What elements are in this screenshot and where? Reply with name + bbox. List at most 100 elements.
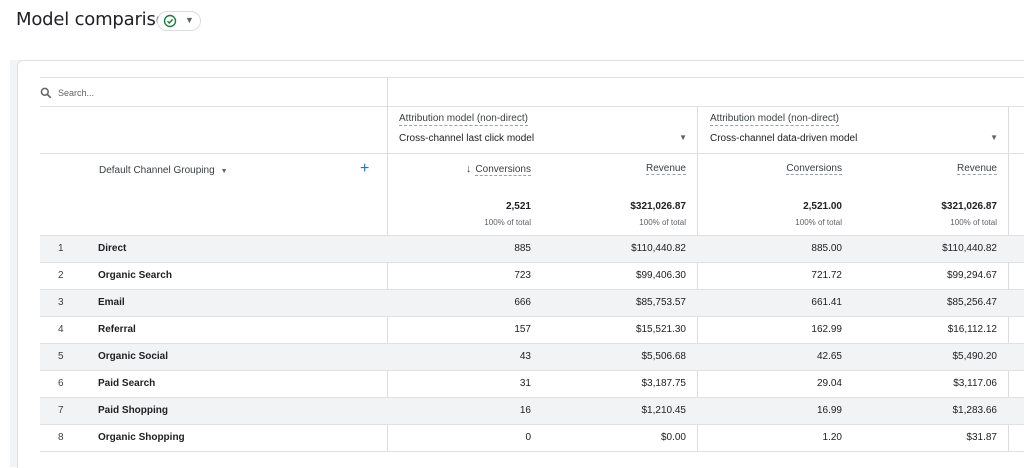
caret-down-icon: ▼ (679, 133, 687, 142)
table-row: 8 Organic Shopping 0 $0.00 1.20 $31.87 (40, 425, 1024, 452)
conversions-header-left[interactable]: ↓ Conversions (465, 163, 531, 176)
divider (40, 77, 1024, 78)
table-row: 6 Paid Search 31 $3,187.75 29.04 $3,117.… (40, 371, 1024, 398)
divider (40, 153, 1024, 154)
search-icon (40, 87, 52, 99)
conversions-left: 43 (519, 351, 531, 362)
revenue-header-left[interactable]: Revenue (645, 163, 686, 175)
total-conversions-right: 2,521.00 (803, 201, 842, 212)
conversions-left: 31 (519, 378, 531, 389)
row-divider (40, 397, 1024, 398)
search-input[interactable] (58, 84, 358, 102)
revenue-right: $3,117.06 (953, 378, 997, 389)
row-index: 3 (58, 297, 64, 308)
arrow-down-icon: ↓ (465, 163, 472, 175)
revenue-right: $99,294.67 (946, 270, 997, 281)
channel-name[interactable]: Direct (98, 243, 127, 254)
dimension-select[interactable]: Default Channel Grouping ▼ (99, 165, 228, 179)
channel-name[interactable]: Referral (98, 324, 136, 335)
check-circle-icon (163, 14, 177, 28)
table-row: 3 Email 666 $85,753.57 661.41 $85,256.47 (40, 290, 1024, 317)
conversions-left: 16 (519, 405, 531, 416)
caret-down-icon: ▼ (990, 133, 998, 142)
add-dimension-button[interactable]: + (360, 160, 370, 177)
row-index: 4 (58, 324, 64, 335)
search-box[interactable] (40, 84, 385, 104)
revenue-right: $31.87 (966, 432, 997, 443)
divider (697, 106, 698, 451)
revenue-left: $5,506.68 (641, 351, 687, 362)
table-row: 4 Referral 157 $15,521.30 162.99 $16,112… (40, 317, 1024, 344)
attribution-label-left: Attribution model (non-direct) (399, 113, 528, 126)
row-divider (40, 451, 1024, 452)
row-divider (40, 289, 1024, 290)
conversions-left: 885 (514, 243, 531, 254)
channel-name[interactable]: Organic Social (98, 351, 169, 362)
conversions-right: 162.99 (811, 324, 842, 335)
revenue-left: $110,440.82 (631, 243, 686, 254)
conversions-left: 666 (514, 297, 531, 308)
revenue-header-right[interactable]: Revenue (956, 163, 997, 175)
channel-name[interactable]: Email (98, 297, 125, 308)
dimension-label: Default Channel Grouping (99, 165, 215, 176)
row-divider (40, 262, 1024, 263)
attribution-label-right: Attribution model (non-direct) (710, 113, 839, 126)
conversions-right: 1.20 (822, 432, 842, 443)
revenue-right: $16,112.12 (947, 324, 997, 335)
conversions-right: 29.04 (816, 378, 842, 389)
table-row: 5 Organic Social 43 $5,506.68 42.65 $5,4… (40, 344, 1024, 371)
table-row: 7 Paid Shopping 16 $1,210.45 16.99 $1,28… (40, 398, 1024, 425)
total-revenue-left: $321,026.87 (630, 201, 686, 212)
chevron-down-icon: ▼ (185, 15, 194, 25)
revenue-left: $0.00 (660, 432, 686, 443)
row-index: 5 (58, 351, 64, 362)
divider (40, 235, 1024, 236)
caret-down-icon: ▼ (220, 168, 228, 175)
row-index: 1 (58, 243, 64, 254)
channel-name[interactable]: Paid Shopping (98, 405, 168, 416)
total-conversions-left: 2,521 (505, 201, 531, 212)
model-select-left-value: Cross-channel last click model (399, 133, 535, 144)
revenue-right: $85,256.47 (946, 297, 997, 308)
conversions-left: 723 (514, 270, 531, 281)
model-select-right-value: Cross-channel data-driven model (710, 133, 858, 144)
revenue-left: $1,210.45 (641, 405, 687, 416)
revenue-left: $85,753.57 (635, 297, 686, 308)
table-row: 1 Direct 885 $110,440.82 885.00 $110,440… (40, 236, 1024, 263)
revenue-left: $99,406.30 (635, 270, 686, 281)
divider (1008, 106, 1009, 451)
channel-name[interactable]: Organic Shopping (98, 432, 185, 443)
status-chip[interactable]: ▼ (157, 11, 201, 31)
total-conversions-pct-left: 100% of total (484, 218, 531, 227)
conversions-right: 16.99 (816, 405, 842, 416)
model-select-right[interactable]: Cross-channel data-driven model ▼ (710, 131, 998, 149)
revenue-left: $15,521.30 (635, 324, 686, 335)
page-title: Model comparison (16, 9, 178, 30)
row-index: 6 (58, 378, 64, 389)
total-revenue-right: $321,026.87 (941, 201, 997, 212)
row-divider (40, 424, 1024, 425)
row-index: 2 (58, 270, 64, 281)
conversions-right: 885.00 (811, 243, 842, 254)
total-revenue-pct-left: 100% of total (639, 218, 686, 227)
total-revenue-pct-right: 100% of total (950, 218, 997, 227)
revenue-left: $3,187.75 (641, 378, 687, 389)
row-index: 8 (58, 432, 64, 443)
table-row: 2 Organic Search 723 $99,406.30 721.72 $… (40, 263, 1024, 290)
channel-name[interactable]: Organic Search (98, 270, 172, 281)
channel-name[interactable]: Paid Search (98, 378, 156, 389)
conversions-right: 721.72 (811, 270, 842, 281)
conversions-right: 661.41 (811, 297, 842, 308)
row-divider (40, 316, 1024, 317)
row-divider (40, 370, 1024, 371)
divider (40, 106, 1024, 107)
divider (387, 77, 388, 451)
revenue-right: $5,490.20 (952, 351, 998, 362)
conversions-left: 157 (514, 324, 531, 335)
revenue-right: $1,283.66 (952, 405, 998, 416)
conversions-header-right[interactable]: Conversions (786, 163, 842, 175)
model-select-left[interactable]: Cross-channel last click model ▼ (399, 131, 687, 149)
row-index: 7 (58, 405, 64, 416)
total-conversions-pct-right: 100% of total (795, 218, 842, 227)
conversions-left: 0 (525, 432, 531, 443)
